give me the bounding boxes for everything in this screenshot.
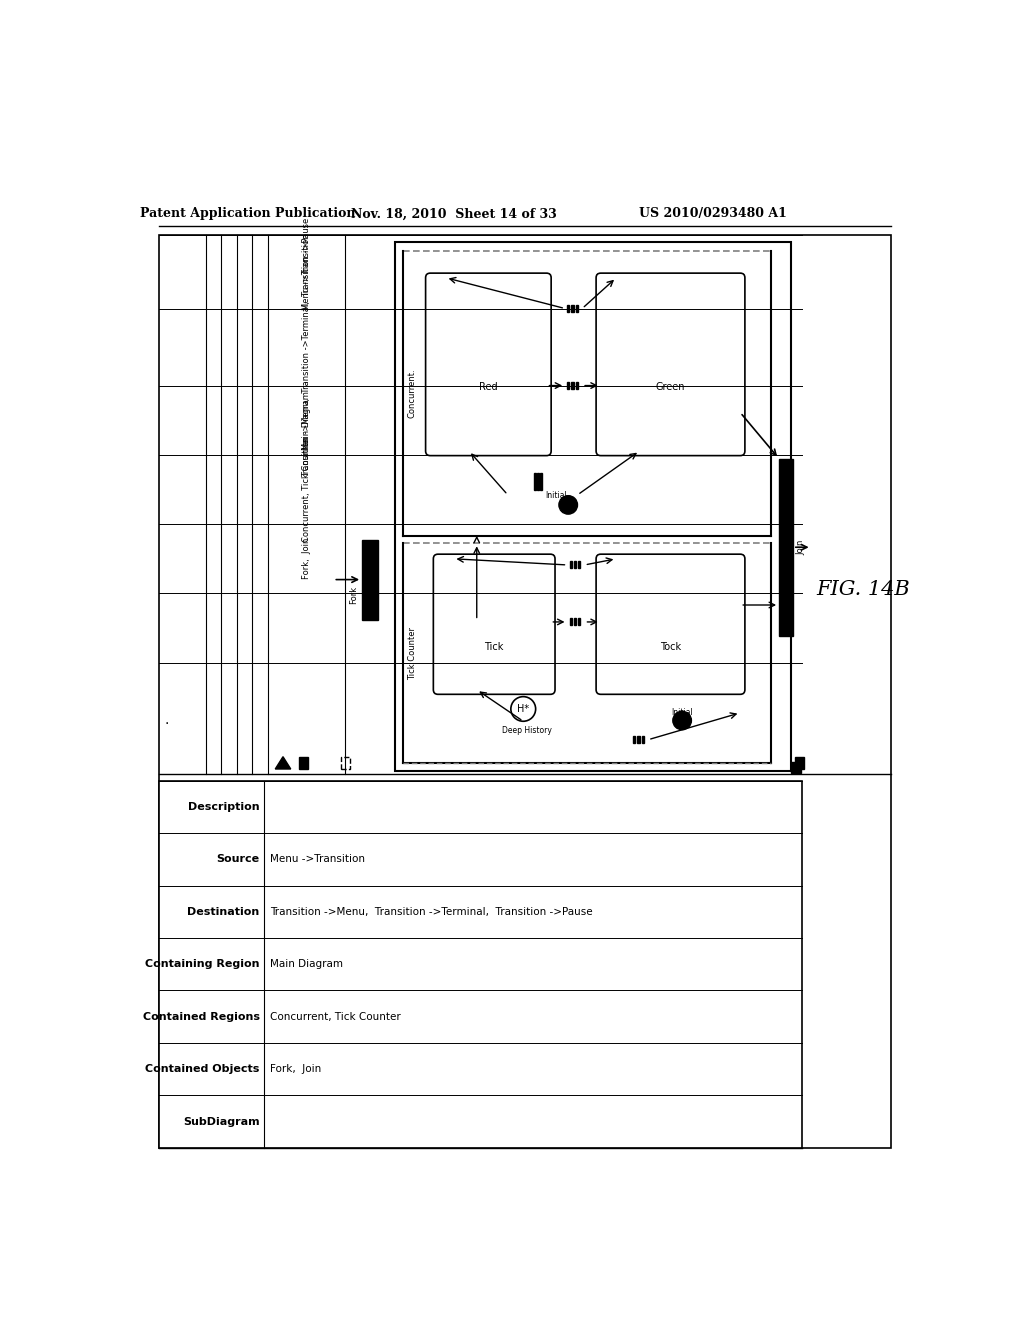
Text: Green: Green — [655, 383, 685, 392]
Text: Tick: Tick — [484, 643, 504, 652]
Text: Description: Description — [188, 801, 260, 812]
Text: Initial: Initial — [672, 708, 693, 717]
Bar — [571, 305, 573, 312]
Text: FIG. 14B: FIG. 14B — [816, 579, 909, 599]
Bar — [535, 474, 536, 490]
Bar — [159, 235, 891, 1148]
Text: Concurrent, Tick Counter: Concurrent, Tick Counter — [270, 1011, 400, 1022]
Text: Main Diagram: Main Diagram — [302, 391, 310, 450]
Bar — [569, 561, 571, 569]
Bar — [299, 756, 308, 770]
Bar — [633, 737, 635, 743]
Bar — [571, 381, 573, 389]
Bar — [341, 756, 350, 770]
Bar — [575, 381, 578, 389]
Text: Concurrent.: Concurrent. — [408, 368, 417, 418]
Text: Concurrent, Tick Counter: Concurrent, Tick Counter — [302, 437, 310, 543]
Bar — [779, 459, 793, 636]
Circle shape — [559, 496, 578, 515]
Text: Transition ->Menu,  Transition ->Terminal,  Transition ->Pause: Transition ->Menu, Transition ->Terminal… — [270, 907, 593, 916]
Text: Fork: Fork — [349, 586, 358, 605]
Text: Menu ->Transition: Menu ->Transition — [302, 234, 310, 310]
Text: Nov. 18, 2010  Sheet 14 of 33: Nov. 18, 2010 Sheet 14 of 33 — [350, 207, 556, 220]
Text: Deep History: Deep History — [502, 726, 552, 735]
Text: Red: Red — [479, 383, 498, 392]
Bar — [159, 780, 802, 1148]
Polygon shape — [275, 756, 291, 770]
Bar — [637, 737, 640, 743]
Text: US 2010/0293480 A1: US 2010/0293480 A1 — [639, 207, 787, 220]
FancyBboxPatch shape — [433, 554, 555, 694]
Bar — [567, 381, 569, 389]
Bar — [565, 305, 583, 312]
Text: Contained Objects: Contained Objects — [145, 1064, 260, 1074]
Bar — [579, 561, 581, 569]
Bar — [538, 474, 539, 490]
Text: SubDiagram: SubDiagram — [183, 1117, 260, 1126]
Bar — [642, 737, 644, 743]
Text: .: . — [165, 714, 169, 727]
FancyBboxPatch shape — [426, 273, 551, 455]
Text: H*: H* — [517, 704, 529, 714]
Bar — [541, 474, 542, 490]
FancyBboxPatch shape — [596, 273, 744, 455]
Bar — [569, 619, 571, 626]
Bar — [567, 561, 585, 569]
Bar — [567, 305, 569, 312]
Bar — [579, 619, 581, 626]
Bar — [791, 762, 802, 774]
Bar — [532, 474, 545, 490]
Bar — [395, 242, 791, 771]
Bar — [567, 619, 585, 626]
Text: Tick Counter: Tick Counter — [408, 627, 417, 680]
Circle shape — [673, 711, 691, 730]
Text: Menu ->Transition: Menu ->Transition — [270, 854, 365, 865]
Text: Containing Region: Containing Region — [145, 960, 260, 969]
Bar — [565, 381, 583, 389]
Text: Transition ->Menu,  Transition ->Terminal,  Transition ->Pause: Transition ->Menu, Transition ->Terminal… — [302, 218, 310, 477]
Bar — [575, 305, 578, 312]
Text: Fork,  Join: Fork, Join — [270, 1064, 322, 1074]
Bar — [795, 756, 804, 770]
Bar — [573, 561, 575, 569]
Text: Source: Source — [217, 854, 260, 865]
Bar — [362, 540, 378, 620]
Bar — [631, 737, 648, 743]
Text: Fork,  Join: Fork, Join — [302, 539, 310, 579]
Text: Join: Join — [796, 540, 805, 554]
Text: Contained Regions: Contained Regions — [142, 1011, 260, 1022]
Text: Main Diagram: Main Diagram — [270, 960, 343, 969]
Text: Initial: Initial — [546, 491, 567, 500]
Text: Tock: Tock — [659, 643, 681, 652]
FancyBboxPatch shape — [596, 554, 744, 694]
Text: Patent Application Publication: Patent Application Publication — [140, 207, 356, 220]
Bar — [573, 619, 575, 626]
Text: Destination: Destination — [187, 907, 260, 916]
